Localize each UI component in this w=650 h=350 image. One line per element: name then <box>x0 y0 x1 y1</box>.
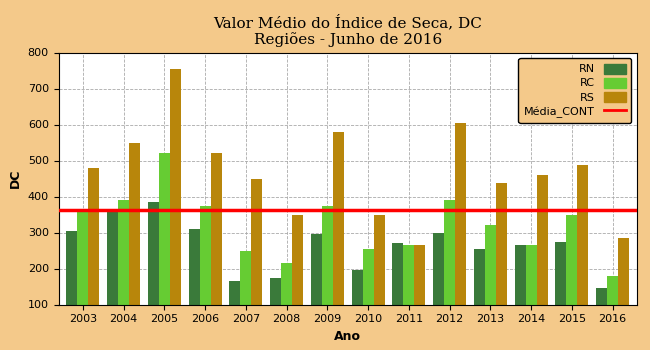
Y-axis label: DC: DC <box>9 169 22 188</box>
Bar <box>252 178 263 341</box>
Bar <box>496 183 507 341</box>
Bar <box>118 200 129 341</box>
Bar <box>281 263 292 341</box>
Bar <box>188 229 200 341</box>
Bar <box>444 200 455 341</box>
Bar <box>352 270 363 341</box>
Bar <box>414 245 425 341</box>
Legend: RN, RC, RS, Média_CONT: RN, RC, RS, Média_CONT <box>518 58 631 123</box>
Bar <box>474 249 485 341</box>
Bar <box>292 215 303 341</box>
Bar <box>229 281 240 341</box>
Bar <box>311 234 322 341</box>
Bar <box>577 165 588 341</box>
Bar <box>374 215 385 341</box>
Bar <box>211 153 222 341</box>
Bar <box>433 232 444 341</box>
Bar <box>159 153 170 341</box>
Bar <box>240 251 252 341</box>
Bar <box>170 69 181 341</box>
Bar <box>107 211 118 341</box>
Bar <box>607 276 618 341</box>
Bar <box>404 245 414 341</box>
Bar <box>485 225 496 341</box>
Bar <box>526 245 537 341</box>
Bar <box>200 205 211 341</box>
Bar <box>363 249 374 341</box>
Bar <box>515 245 526 341</box>
Bar <box>88 168 99 341</box>
Bar <box>77 211 88 341</box>
Bar <box>322 205 333 341</box>
Bar <box>66 231 77 341</box>
Bar <box>537 175 547 341</box>
Bar <box>555 241 566 341</box>
X-axis label: Ano: Ano <box>334 330 361 343</box>
Title: Valor Médio do Índice de Seca, DC
Regiões - Junho de 2016: Valor Médio do Índice de Seca, DC Regiõe… <box>213 14 482 47</box>
Bar <box>129 142 140 341</box>
Bar <box>333 132 344 341</box>
Bar <box>393 243 404 341</box>
Bar <box>148 202 159 341</box>
Bar <box>596 288 607 341</box>
Bar <box>566 215 577 341</box>
Bar <box>455 123 466 341</box>
Bar <box>270 278 281 341</box>
Bar <box>618 238 629 341</box>
